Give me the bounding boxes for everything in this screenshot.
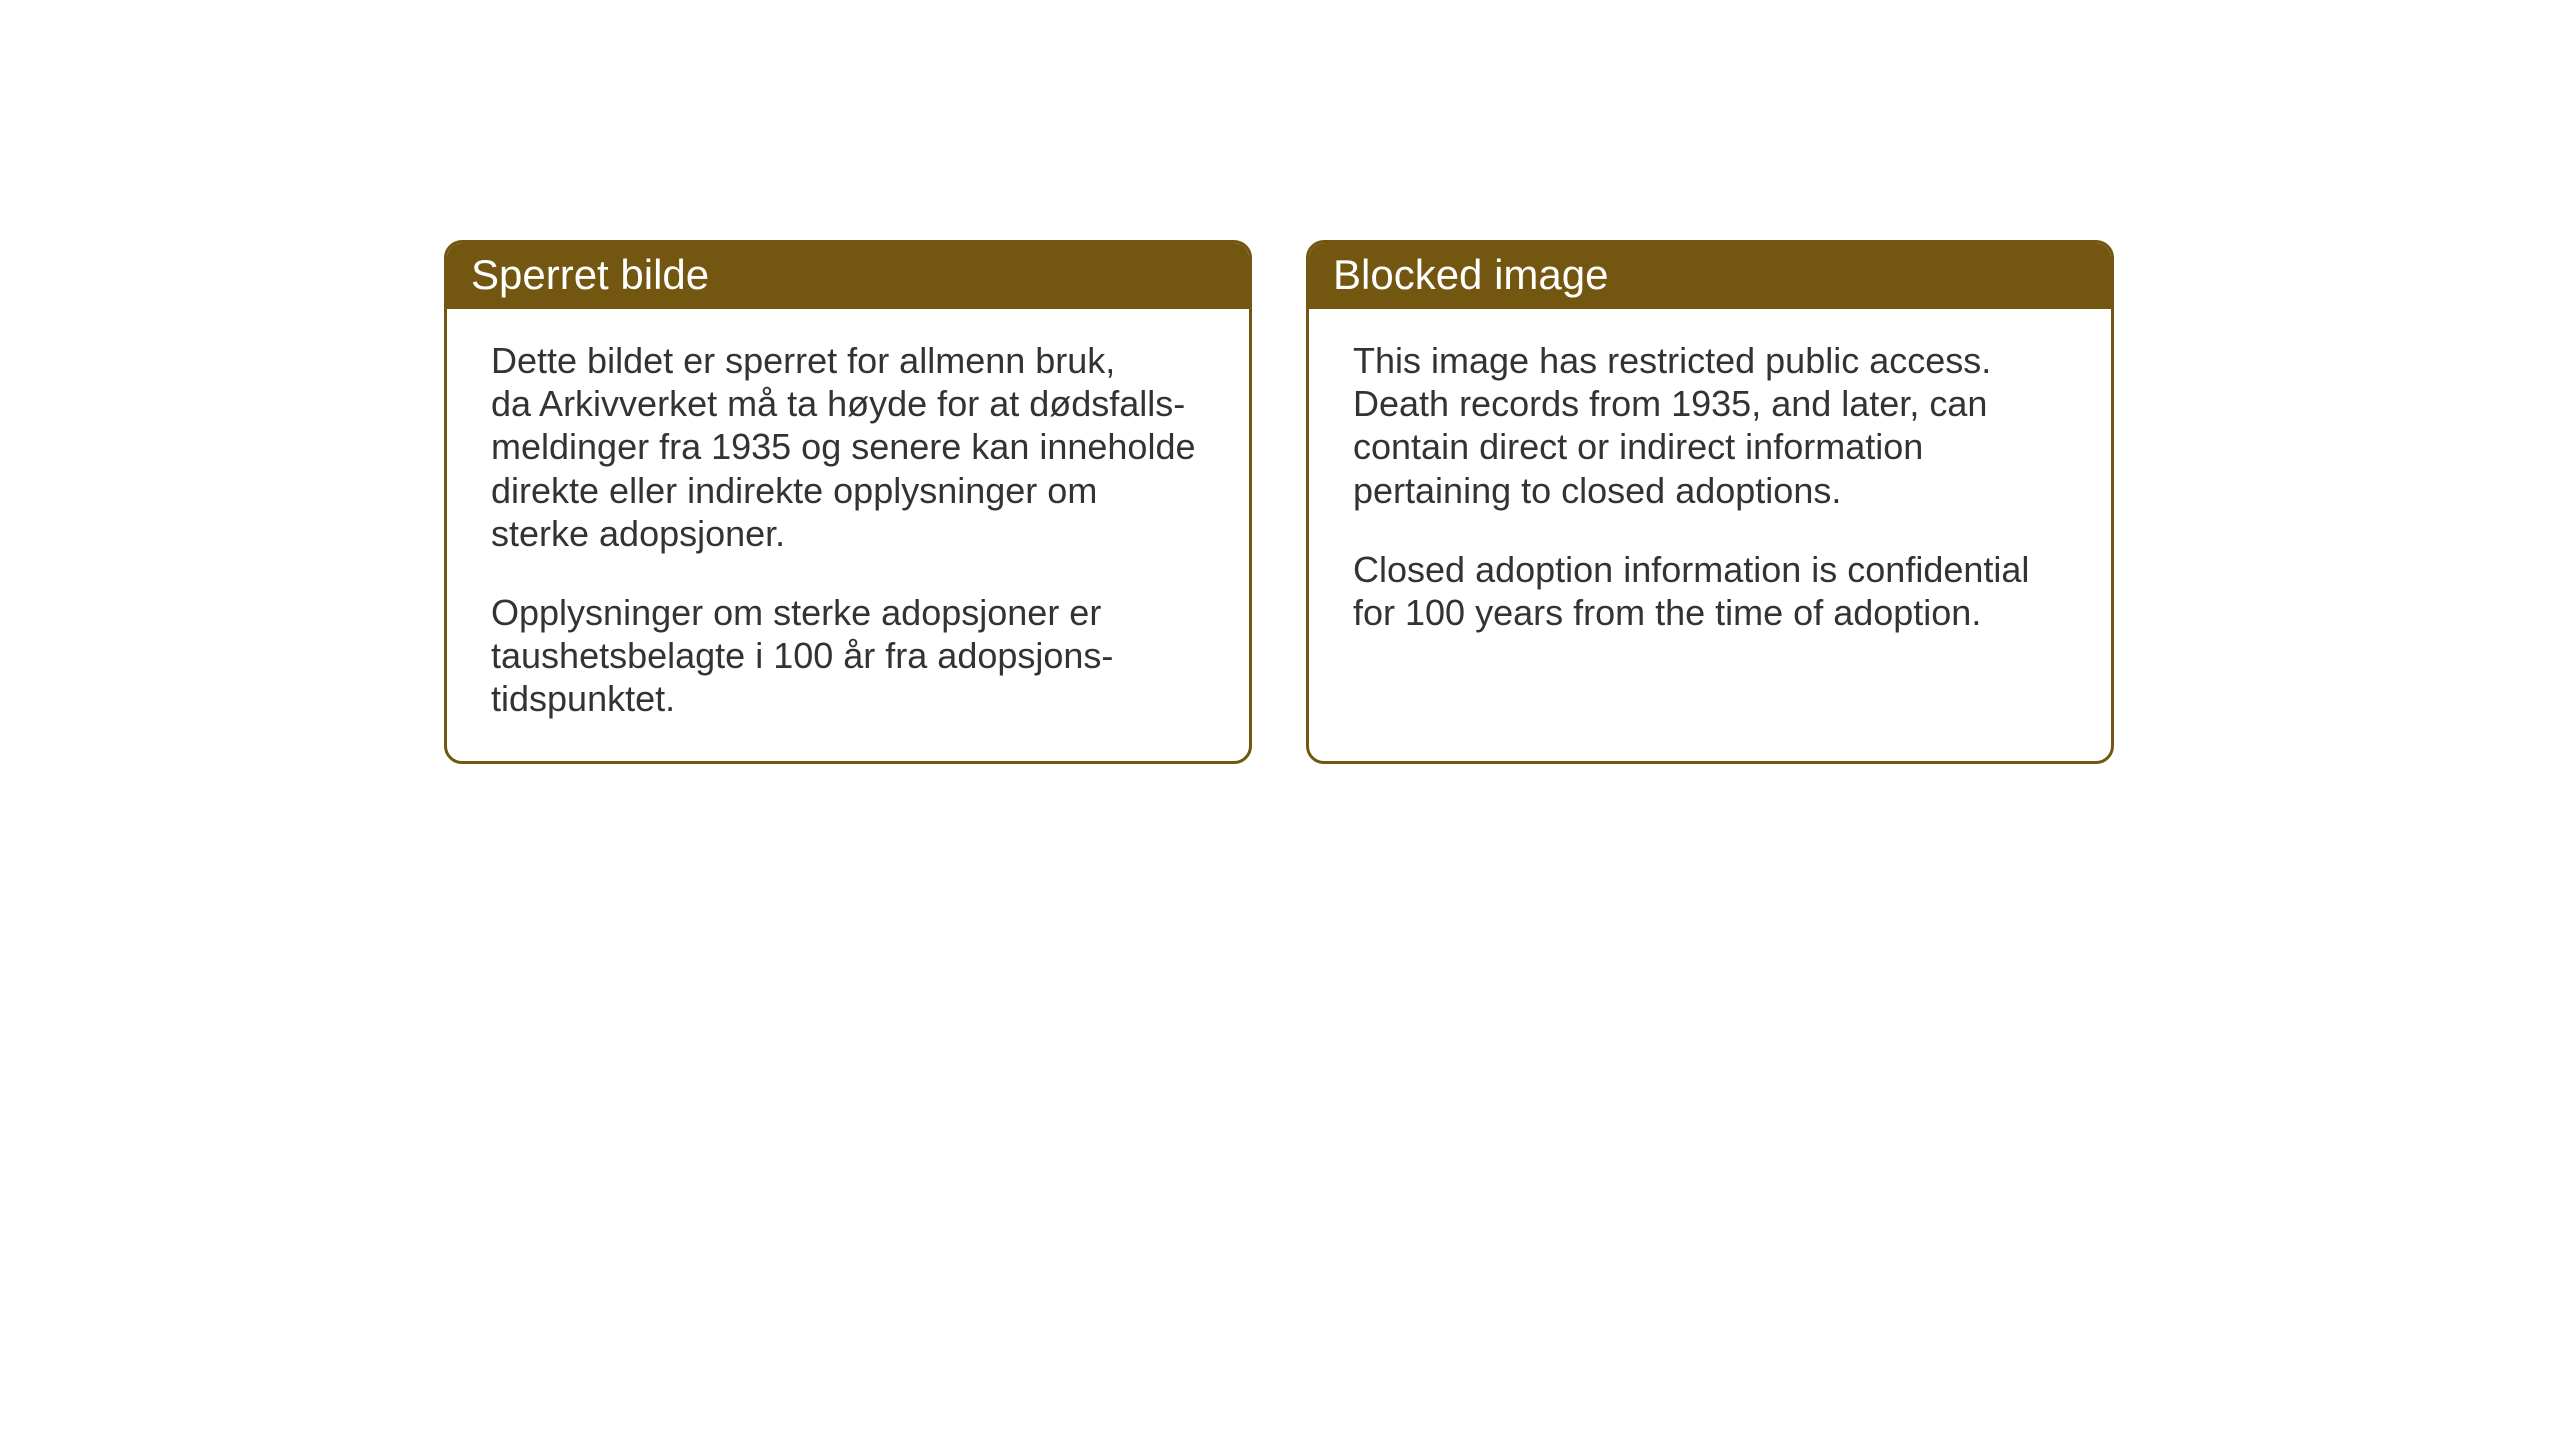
english-paragraph-1: This image has restricted public access.… [1353,339,2067,512]
notice-cards-container: Sperret bilde Dette bildet er sperret fo… [444,240,2114,764]
norwegian-paragraph-2: Opplysninger om sterke adopsjoner er tau… [491,591,1205,721]
english-card-body: This image has restricted public access.… [1309,309,2111,674]
norwegian-card-body: Dette bildet er sperret for allmenn bruk… [447,309,1249,761]
english-card-title: Blocked image [1309,243,2111,309]
norwegian-card-title: Sperret bilde [447,243,1249,309]
norwegian-notice-card: Sperret bilde Dette bildet er sperret fo… [444,240,1252,764]
norwegian-paragraph-1: Dette bildet er sperret for allmenn bruk… [491,339,1205,555]
english-notice-card: Blocked image This image has restricted … [1306,240,2114,764]
english-paragraph-2: Closed adoption information is confident… [1353,548,2067,634]
